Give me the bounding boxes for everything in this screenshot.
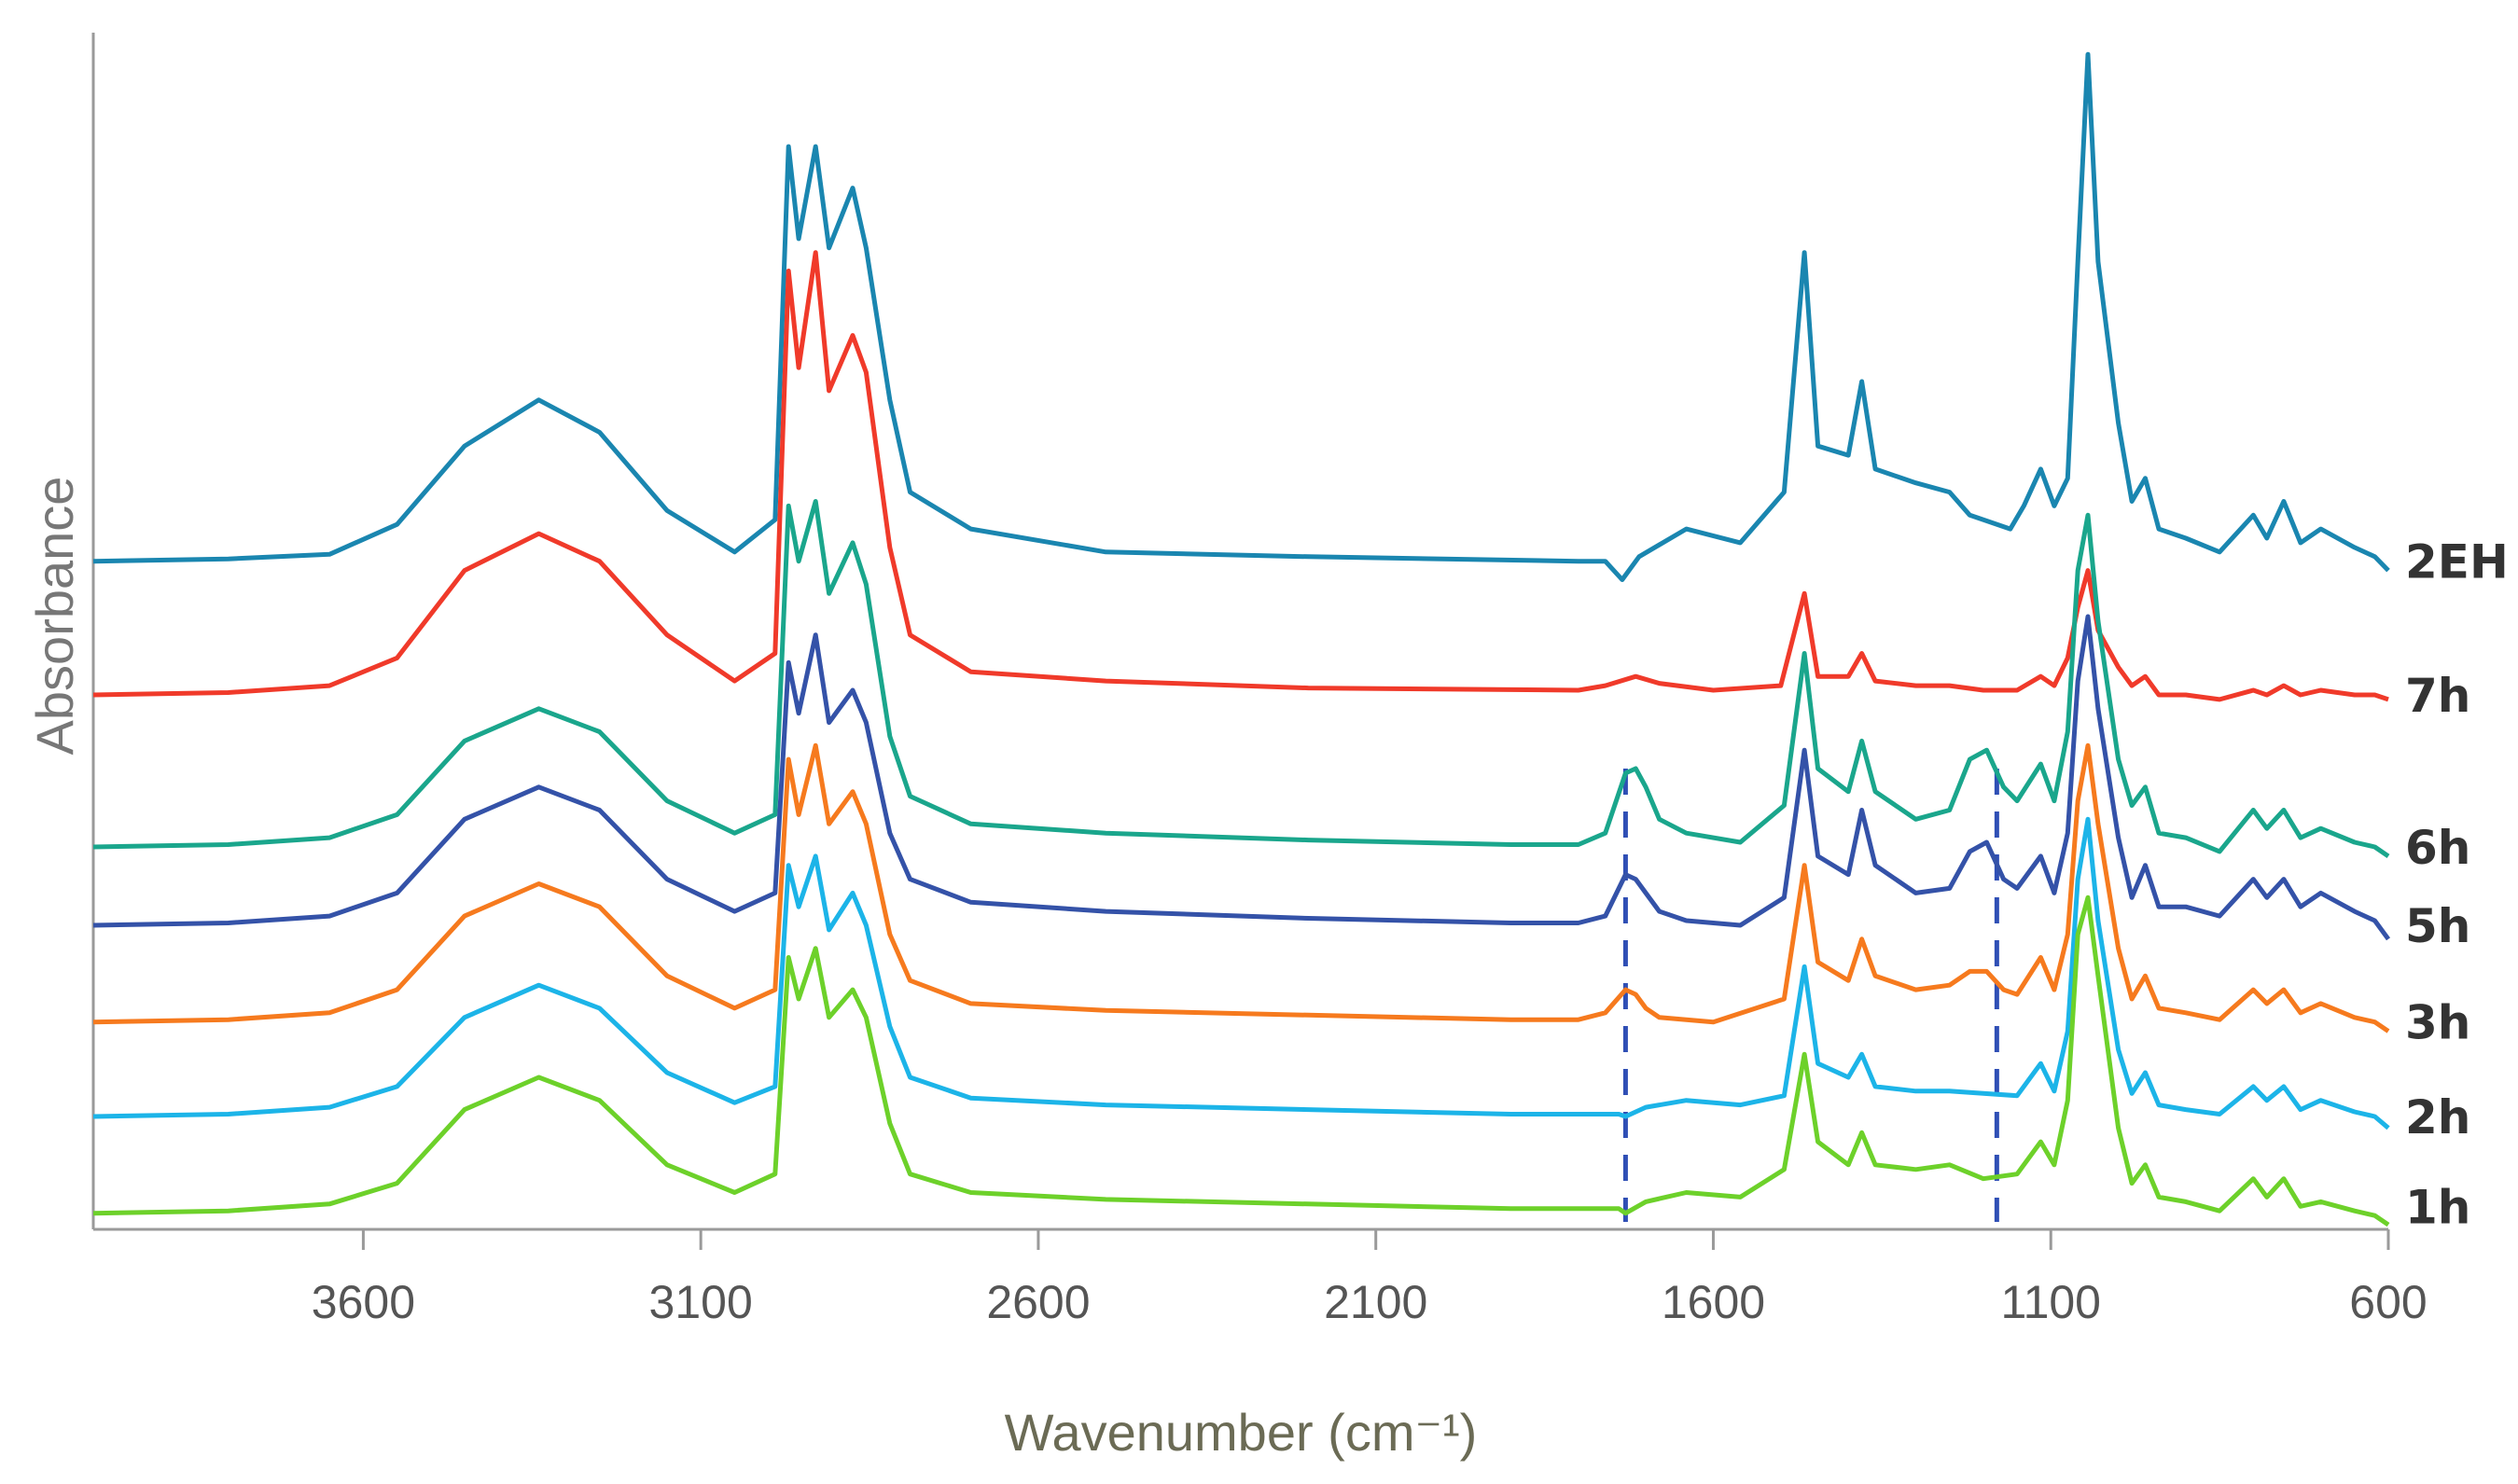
plot-area	[92, 51, 2391, 1227]
series-label-1h: 1h	[2405, 1180, 2470, 1234]
series-line-2eh	[92, 51, 2390, 582]
series-line-7h	[92, 250, 2389, 702]
series-label-6h: 6h	[2405, 821, 2470, 875]
x-tick-label: 1600	[1662, 1276, 1765, 1328]
series-labels: 2EH 7h 6h 5h 3h 2h 1h	[2405, 535, 2509, 1235]
series-line-3h	[92, 742, 2390, 1033]
series-label-3h: 3h	[2405, 996, 2470, 1050]
x-tick-label: 3100	[649, 1276, 753, 1328]
series-label-5h: 5h	[2405, 899, 2470, 953]
series-line-6h	[92, 499, 2390, 858]
axes: 3600 3100 2600 2100 1600 1100 600	[91, 33, 2428, 1328]
x-tick-label: 2600	[986, 1276, 1090, 1328]
series-label-7h: 7h	[2405, 669, 2470, 723]
x-tick-label: 2100	[1324, 1276, 1427, 1328]
dashed-markers	[1622, 769, 1999, 1222]
y-axis-label: Absorbance	[25, 477, 84, 756]
x-axis-ticks: 3600 3100 2600 2100 1600 1100 600	[312, 1229, 2428, 1328]
series-line-5h	[92, 614, 2391, 941]
series-label-2eh: 2EH	[2405, 535, 2509, 589]
series-label-2h: 2h	[2405, 1090, 2470, 1144]
x-axis-label: Wavenumber (cm⁻¹)	[1005, 1403, 1478, 1462]
x-tick-label: 600	[2349, 1276, 2427, 1328]
series-line-1h	[92, 895, 2390, 1227]
x-tick-label: 1100	[2000, 1276, 2101, 1328]
series-line-2h	[92, 816, 2390, 1130]
x-tick-label: 3600	[312, 1276, 415, 1328]
